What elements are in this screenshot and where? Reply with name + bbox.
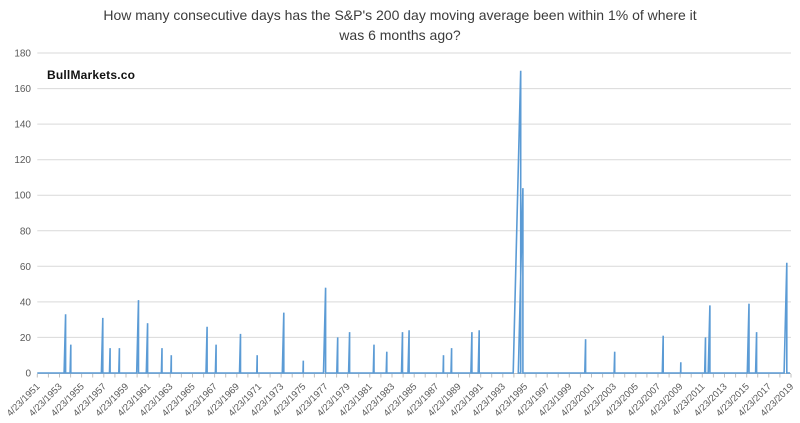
y-axis-tick-label: 120 (14, 155, 31, 166)
y-axis-tick-label: 140 (14, 120, 31, 131)
y-axis-tick-label: 180 (14, 49, 31, 60)
chart-title-line-2: was 6 months ago? (339, 27, 461, 43)
y-axis-tick-label: 40 (20, 297, 32, 308)
chart-title: How many consecutive days has the S&P's … (0, 5, 800, 45)
chart-title-line-1: How many consecutive days has the S&P's … (103, 7, 697, 23)
y-axis-tick-label: 0 (25, 369, 31, 380)
y-axis-tick-label: 160 (14, 84, 31, 95)
watermark-label: BullMarkets.co (47, 68, 136, 82)
y-axis-tick-label: 80 (20, 226, 32, 237)
y-axis-tick-label: 100 (14, 191, 31, 202)
data-series-line (37, 70, 790, 374)
y-axis-tick-label: 60 (20, 262, 32, 273)
y-axis-tick-label: 20 (20, 333, 32, 344)
